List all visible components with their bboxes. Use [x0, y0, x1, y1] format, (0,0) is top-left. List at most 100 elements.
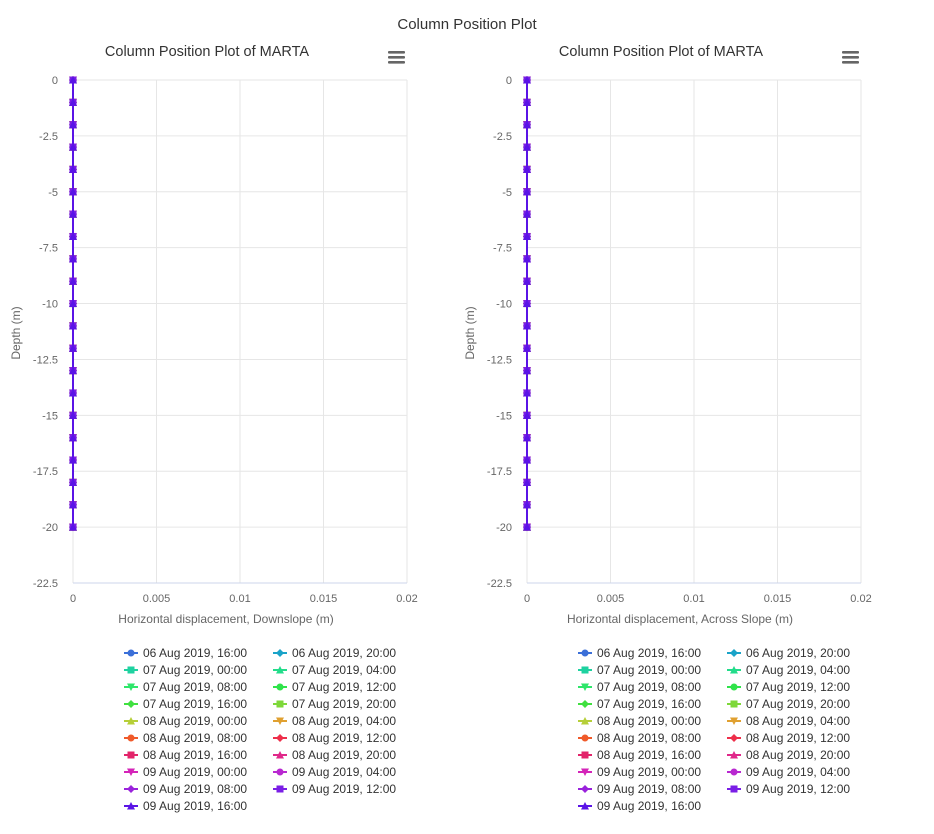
legend-marker [730, 717, 738, 725]
y-tick-label: -17.5 [33, 466, 58, 478]
legend-item[interactable]: 09 Aug 2019, 04:00 [727, 765, 850, 779]
data-point [523, 500, 531, 509]
legend-marker [730, 768, 738, 776]
legend-item[interactable]: 09 Aug 2019, 16:00 [578, 799, 701, 813]
legend-marker [127, 734, 135, 742]
legend-item[interactable]: 09 Aug 2019, 00:00 [578, 765, 701, 779]
legend-label: 09 Aug 2019, 08:00 [597, 782, 701, 796]
legend-marker [730, 683, 738, 691]
legend-marker [127, 802, 135, 810]
legend-marker [276, 700, 284, 708]
legend-item[interactable]: 09 Aug 2019, 04:00 [273, 765, 396, 779]
chart-legend: 06 Aug 2019, 16:00 06 Aug 2019, 20:00 07 A… [124, 646, 396, 813]
legend-item[interactable]: 07 Aug 2019, 04:00 [727, 663, 850, 677]
legend-label: 06 Aug 2019, 16:00 [597, 646, 701, 660]
legend-item[interactable]: 08 Aug 2019, 08:00 [124, 731, 247, 745]
legend-item[interactable]: 06 Aug 2019, 16:00 [124, 646, 247, 660]
data-point [69, 456, 77, 464]
legend-item[interactable]: 09 Aug 2019, 12:00 [727, 782, 850, 796]
legend-marker [127, 683, 135, 691]
legend-item[interactable]: 07 Aug 2019, 16:00 [124, 697, 247, 711]
series-line [523, 76, 531, 531]
x-tick-label: 0 [524, 593, 530, 605]
data-point [69, 344, 77, 352]
data-point [523, 254, 531, 263]
legend-marker [276, 717, 284, 725]
legend-item[interactable]: 08 Aug 2019, 20:00 [273, 748, 396, 762]
y-tick-label: -22.5 [33, 578, 58, 590]
legend-label: 07 Aug 2019, 04:00 [292, 663, 396, 677]
legend-item[interactable]: 07 Aug 2019, 16:00 [578, 697, 701, 711]
data-point [523, 433, 531, 442]
legend-item[interactable]: 07 Aug 2019, 12:00 [273, 680, 396, 694]
legend-item[interactable]: 07 Aug 2019, 08:00 [124, 680, 247, 694]
legend-marker [730, 734, 738, 742]
x-tick-label: 0.005 [143, 593, 171, 605]
legend-item[interactable]: 07 Aug 2019, 12:00 [727, 680, 850, 694]
data-point [523, 411, 531, 419]
chart-menu-button[interactable] [386, 48, 406, 66]
hamburger-menu-icon [388, 51, 405, 64]
y-tick-label: -20 [496, 522, 512, 534]
legend-item[interactable]: 08 Aug 2019, 08:00 [578, 731, 701, 745]
legend-item[interactable]: 08 Aug 2019, 00:00 [124, 714, 247, 728]
legend-item[interactable]: 09 Aug 2019, 12:00 [273, 782, 396, 796]
legend-label: 08 Aug 2019, 08:00 [143, 731, 247, 745]
data-point [523, 232, 531, 240]
legend-item[interactable]: 07 Aug 2019, 20:00 [727, 697, 850, 711]
legend-item[interactable]: 08 Aug 2019, 00:00 [578, 714, 701, 728]
legend-item[interactable]: 08 Aug 2019, 04:00 [727, 714, 850, 728]
legend-item[interactable]: 07 Aug 2019, 00:00 [124, 663, 247, 677]
data-point [523, 76, 531, 84]
legend-marker [276, 666, 284, 674]
legend-item[interactable]: 06 Aug 2019, 20:00 [273, 646, 396, 660]
data-point [69, 187, 77, 196]
legend-item[interactable]: 08 Aug 2019, 16:00 [578, 748, 701, 762]
legend-item[interactable]: 08 Aug 2019, 20:00 [727, 748, 850, 762]
legend-item[interactable]: 08 Aug 2019, 12:00 [727, 731, 850, 745]
y-tick-label: -2.5 [493, 131, 512, 143]
y-tick-label: -15 [496, 410, 512, 422]
x-axis-title: Horizontal displacement, Across Slope (m… [567, 612, 793, 626]
legend-marker [581, 802, 589, 810]
legend-marker [581, 683, 589, 691]
legend-marker [127, 751, 135, 759]
chart-menu-button[interactable] [840, 48, 860, 66]
chart-legend: 06 Aug 2019, 16:00 06 Aug 2019, 20:00 07 A… [578, 646, 850, 813]
legend-marker [730, 785, 738, 793]
data-point [69, 523, 77, 531]
legend-item[interactable]: 08 Aug 2019, 16:00 [124, 748, 247, 762]
legend-label: 09 Aug 2019, 00:00 [597, 765, 701, 779]
grid-lines [526, 79, 862, 584]
data-point [69, 299, 77, 308]
x-tick-label: 0.01 [683, 593, 704, 605]
chart-panel-across-slope: Column Position Plot of MARTA 0 -2.5 -5 -7.5… [454, 36, 908, 826]
legend-marker [127, 717, 135, 725]
legend-item[interactable]: 09 Aug 2019, 16:00 [124, 799, 247, 813]
legend-label: 08 Aug 2019, 00:00 [143, 714, 247, 728]
data-point [69, 433, 77, 442]
data-point [69, 98, 77, 106]
legend-label: 08 Aug 2019, 12:00 [292, 731, 396, 745]
legend-item[interactable]: 06 Aug 2019, 16:00 [578, 646, 701, 660]
legend-item[interactable]: 07 Aug 2019, 00:00 [578, 663, 701, 677]
legend-label: 07 Aug 2019, 08:00 [597, 680, 701, 694]
y-tick-label: -17.5 [487, 466, 512, 478]
legend-label: 07 Aug 2019, 16:00 [143, 697, 247, 711]
legend-item[interactable]: 09 Aug 2019, 08:00 [578, 782, 701, 796]
legend-item[interactable]: 07 Aug 2019, 08:00 [578, 680, 701, 694]
x-tick-label: 0 [70, 593, 76, 605]
legend-item[interactable]: 07 Aug 2019, 04:00 [273, 663, 396, 677]
legend-item[interactable]: 07 Aug 2019, 20:00 [273, 697, 396, 711]
y-tick-label: -7.5 [39, 243, 58, 255]
x-tick-label: 0.005 [597, 593, 625, 605]
legend-item[interactable]: 09 Aug 2019, 08:00 [124, 782, 247, 796]
legend-item[interactable]: 08 Aug 2019, 12:00 [273, 731, 396, 745]
legend-item[interactable]: 08 Aug 2019, 04:00 [273, 714, 396, 728]
legend-marker [581, 785, 589, 793]
data-point [523, 388, 531, 397]
legend-label: 07 Aug 2019, 04:00 [746, 663, 850, 677]
legend-item[interactable]: 06 Aug 2019, 20:00 [727, 646, 850, 660]
legend-item[interactable]: 09 Aug 2019, 00:00 [124, 765, 247, 779]
x-tick-label: 0.02 [850, 593, 871, 605]
